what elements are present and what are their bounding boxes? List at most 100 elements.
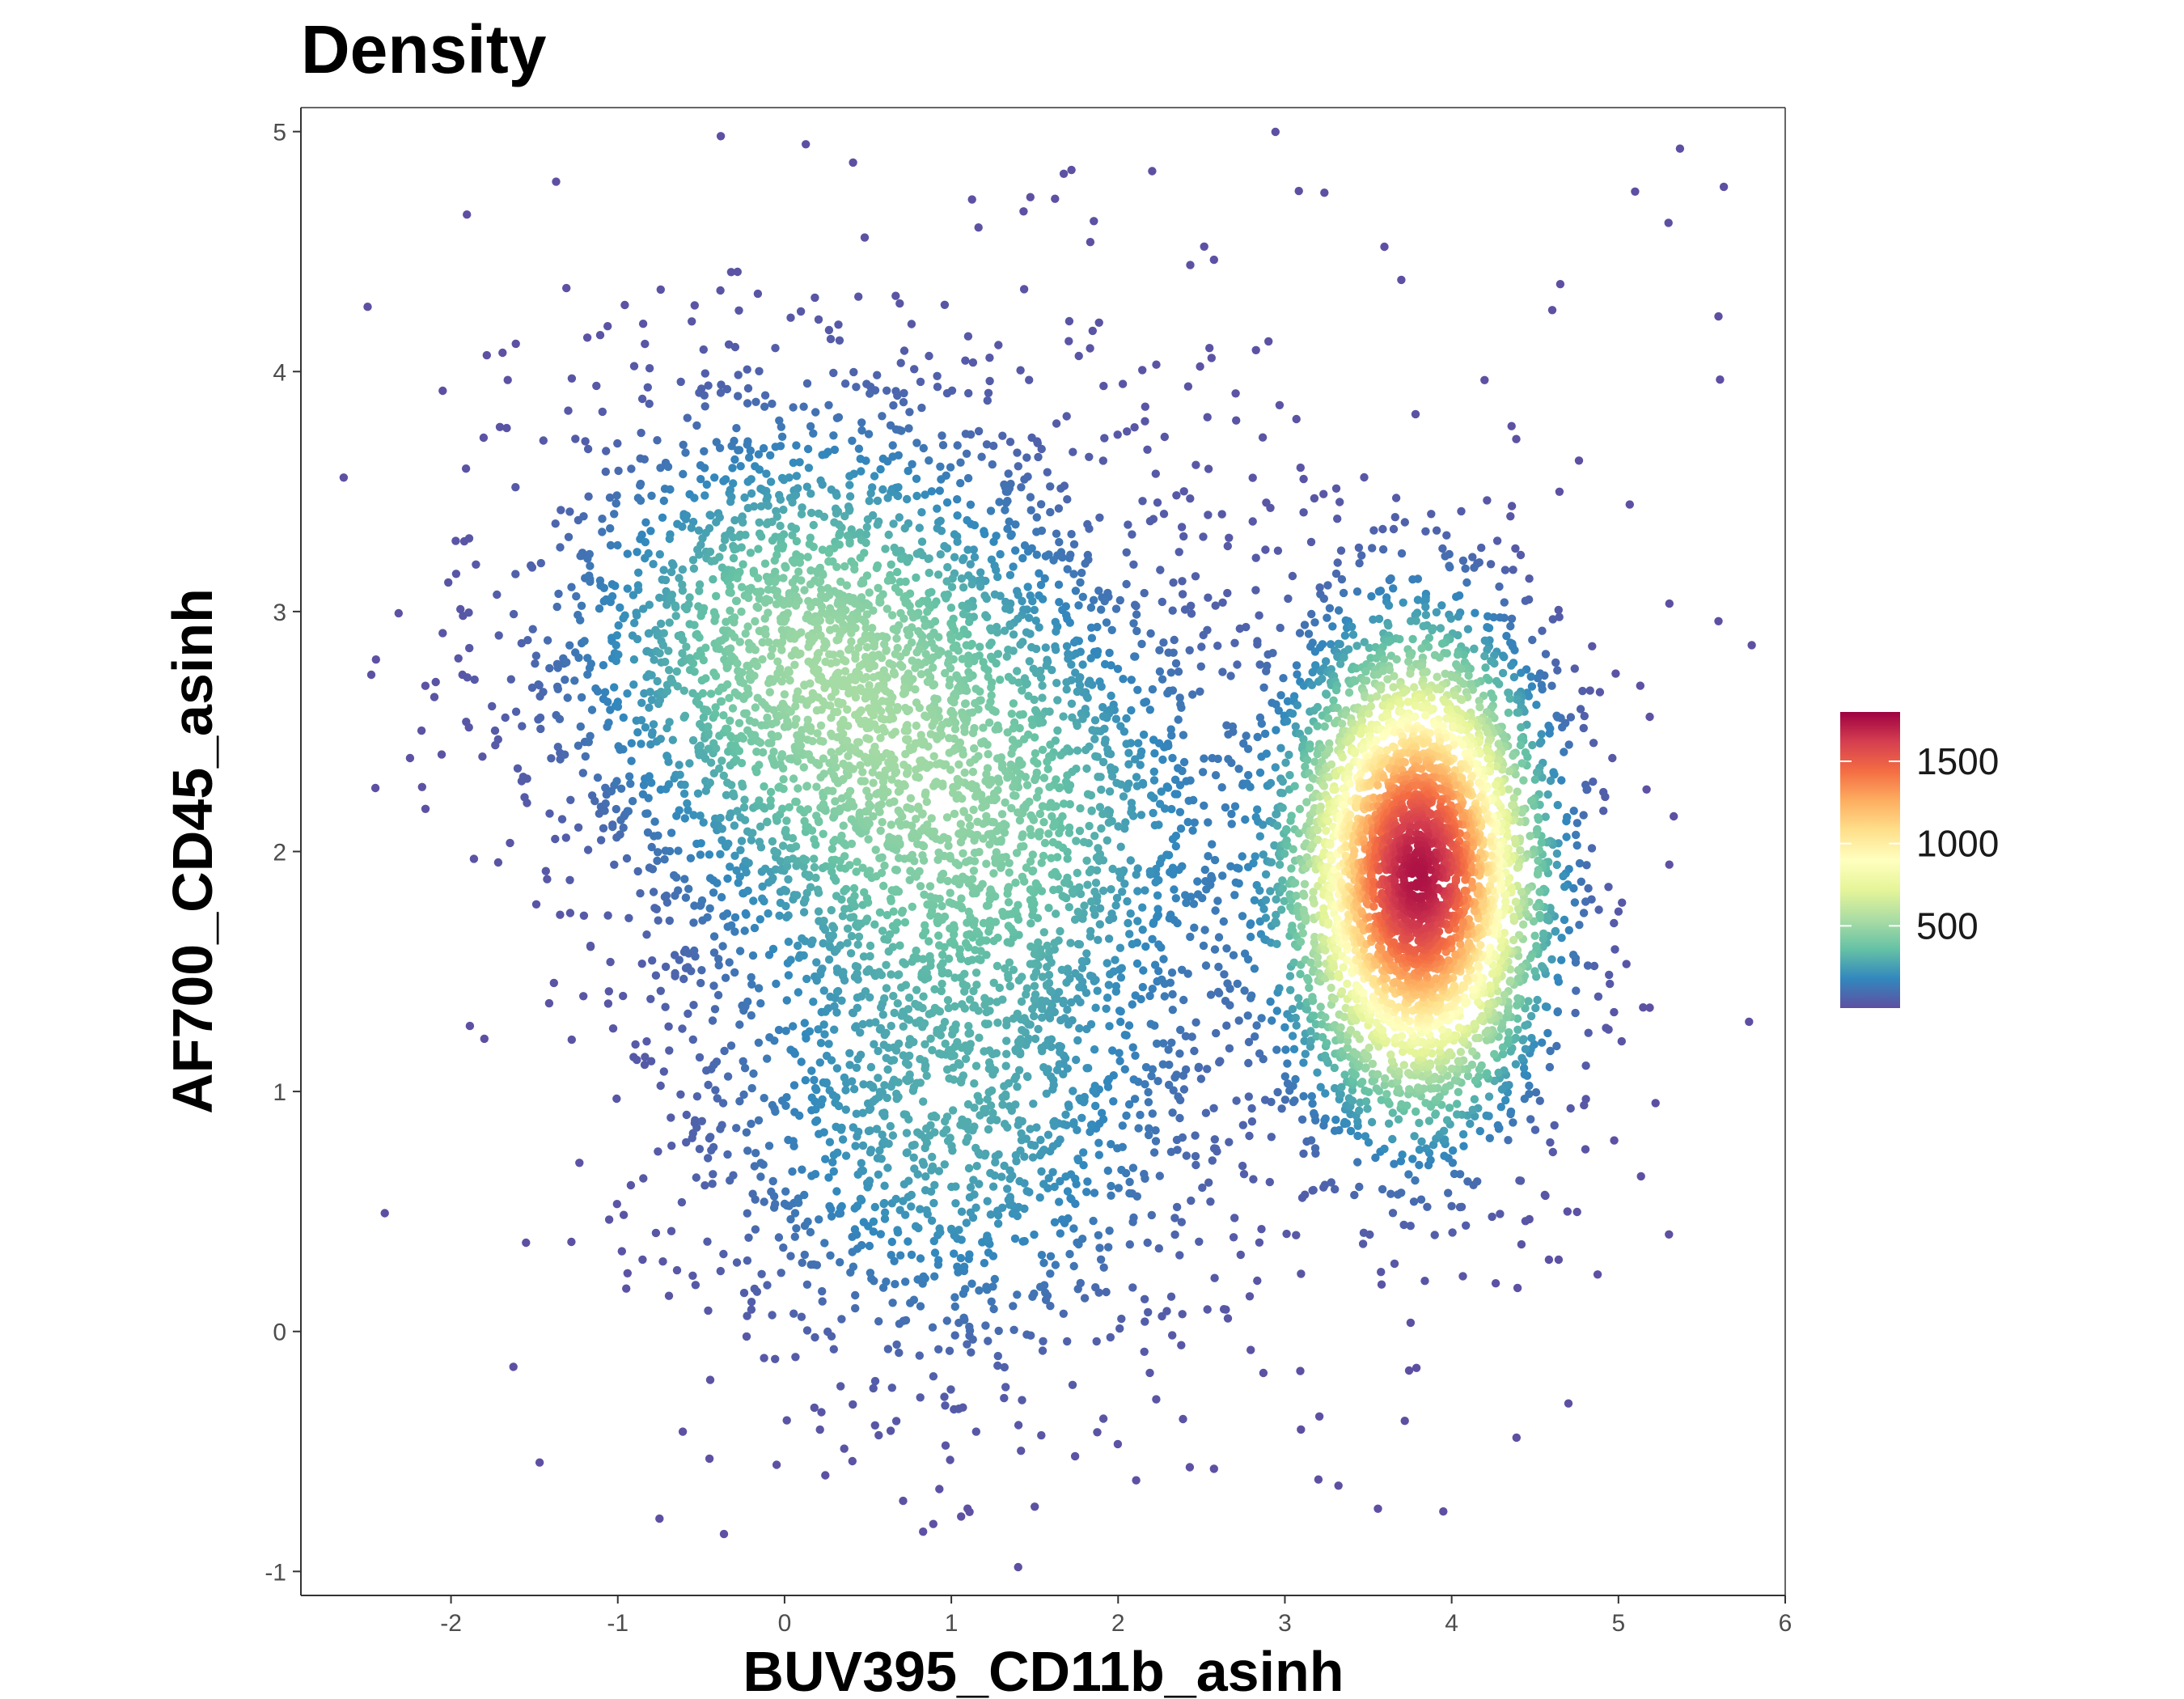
data-point: [1566, 1104, 1575, 1113]
data-point: [814, 1025, 823, 1034]
data-point: [664, 666, 674, 675]
data-point: [370, 783, 380, 793]
data-point: [1128, 1163, 1138, 1172]
data-point: [1039, 1063, 1048, 1072]
data-point: [776, 521, 785, 531]
data-point: [1310, 618, 1319, 627]
data-point: [1057, 1215, 1067, 1224]
data-point: [1107, 885, 1115, 894]
data-point: [583, 554, 592, 563]
data-point: [795, 558, 805, 567]
data-point: [1095, 803, 1105, 811]
data-point: [1107, 909, 1116, 918]
data-point: [579, 911, 589, 921]
data-point: [882, 1277, 891, 1286]
data-point: [971, 1061, 981, 1070]
data-point: [1083, 693, 1092, 702]
data-point: [946, 635, 956, 644]
data-point: [711, 672, 721, 680]
data-point: [946, 888, 954, 897]
data-point: [1140, 588, 1149, 598]
data-point: [1175, 1049, 1184, 1058]
data-point: [1019, 285, 1029, 294]
data-point: [1166, 725, 1175, 734]
data-point: [506, 675, 515, 684]
data-point: [700, 369, 709, 378]
data-point: [1410, 1132, 1419, 1141]
data-point: [812, 976, 821, 985]
data-point: [1113, 1144, 1122, 1153]
data-point: [1028, 720, 1037, 730]
data-point: [705, 850, 714, 859]
data-point: [1336, 1090, 1345, 1099]
data-point: [641, 1053, 650, 1061]
data-point: [1017, 1129, 1026, 1138]
data-point: [511, 339, 520, 349]
data-point: [813, 885, 823, 894]
data-point: [925, 951, 934, 961]
data-point: [706, 511, 715, 520]
data-point: [1483, 646, 1492, 655]
data-point: [463, 210, 472, 219]
data-point: [619, 823, 628, 833]
data-point: [904, 1176, 913, 1185]
data-point: [756, 532, 766, 541]
data-point: [723, 1150, 732, 1159]
data-point: [1014, 591, 1023, 600]
data-point: [1593, 1270, 1602, 1279]
data-point: [923, 607, 932, 616]
data-point: [1252, 1021, 1261, 1030]
data-point: [1221, 803, 1230, 812]
data-point: [1026, 824, 1035, 833]
data-point: [1412, 1107, 1420, 1116]
data-point: [598, 407, 607, 417]
data-point: [935, 894, 944, 904]
data-point: [754, 1116, 764, 1125]
data-point: [1335, 1125, 1344, 1135]
data-point: [528, 625, 537, 633]
data-point: [779, 574, 788, 583]
data-point: [1059, 1309, 1069, 1319]
data-point: [1299, 474, 1308, 484]
data-point: [750, 923, 760, 933]
data-point: [1107, 625, 1116, 634]
data-point: [1543, 1028, 1552, 1038]
data-point: [1304, 629, 1314, 638]
data-point: [984, 1248, 993, 1257]
data-point: [1133, 917, 1142, 926]
data-point: [1017, 997, 1026, 1006]
data-point: [859, 1080, 868, 1089]
data-point: [662, 891, 671, 900]
data-point: [482, 350, 491, 360]
data-point: [1209, 1464, 1219, 1473]
data-point: [1022, 628, 1031, 637]
data-point: [824, 557, 833, 566]
data-point: [1004, 898, 1014, 907]
data-point: [857, 1159, 866, 1167]
data-point: [977, 452, 986, 461]
data-point: [1098, 1414, 1108, 1423]
data-point: [880, 1198, 889, 1208]
data-point: [1564, 740, 1573, 749]
data-point: [610, 683, 619, 692]
data-point: [888, 943, 898, 951]
data-point: [655, 649, 664, 658]
data-point: [675, 761, 684, 769]
data-point: [690, 946, 699, 955]
data-point: [1056, 1229, 1065, 1238]
data-point: [809, 520, 818, 530]
data-point: [1239, 739, 1248, 748]
data-point: [1455, 1202, 1465, 1212]
data-point: [1577, 877, 1586, 887]
data-point: [788, 1167, 797, 1176]
data-point: [690, 301, 699, 310]
data-point: [705, 904, 714, 913]
data-point: [1149, 735, 1158, 744]
data-point: [1115, 1049, 1124, 1057]
data-point: [893, 918, 902, 927]
data-point: [849, 883, 859, 893]
data-point: [836, 941, 845, 950]
data-point: [1217, 510, 1226, 519]
data-point: [1186, 932, 1195, 942]
data-point: [684, 600, 693, 609]
